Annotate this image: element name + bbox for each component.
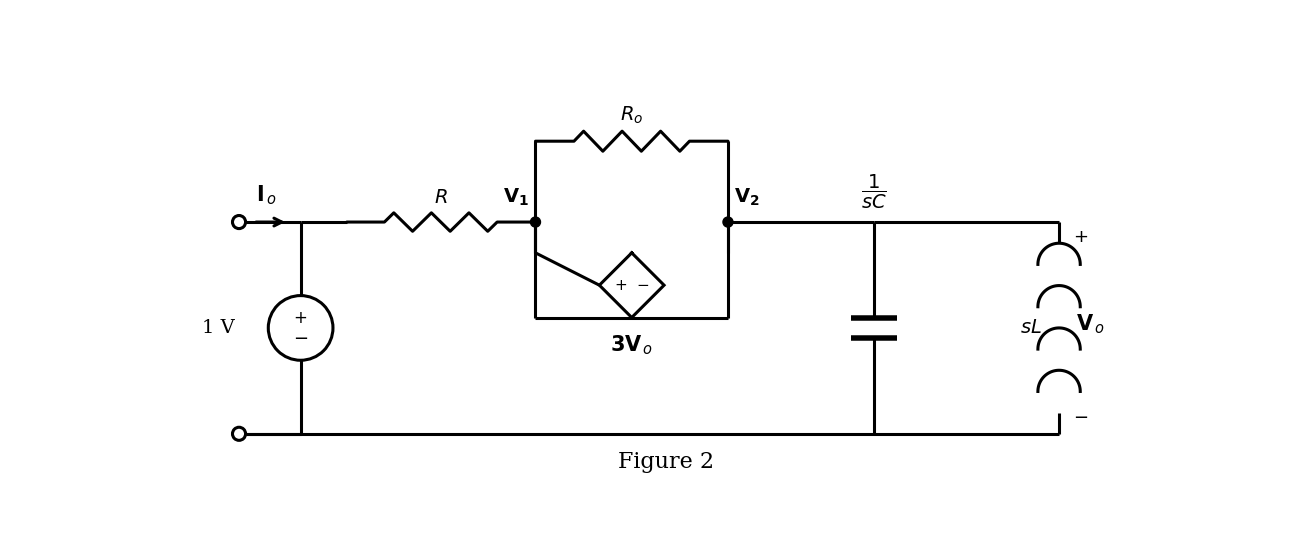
Text: Figure 2: Figure 2 [618, 452, 714, 473]
Circle shape [723, 217, 732, 227]
Text: $\mathbf{3V}_{\,o}$: $\mathbf{3V}_{\,o}$ [610, 333, 653, 356]
Text: −: − [1073, 409, 1088, 427]
Text: −: − [293, 331, 308, 348]
Text: $sL$: $sL$ [1020, 318, 1042, 338]
Text: $\mathbf{V}_{\,o}$: $\mathbf{V}_{\,o}$ [1076, 312, 1105, 336]
Text: $\mathbf{V}_{\mathbf{1}}$: $\mathbf{V}_{\mathbf{1}}$ [503, 187, 530, 208]
Text: −: − [636, 278, 649, 293]
Circle shape [531, 217, 540, 227]
Text: $R_o$: $R_o$ [621, 104, 644, 126]
Text: $\dfrac{1}{sC}$: $\dfrac{1}{sC}$ [861, 172, 887, 210]
Text: 1 V: 1 V [203, 319, 235, 337]
Text: $\mathbf{V}_{\mathbf{2}}$: $\mathbf{V}_{\mathbf{2}}$ [734, 187, 760, 208]
Text: +: + [614, 278, 627, 293]
Text: $R$: $R$ [435, 189, 448, 207]
Text: +: + [294, 309, 307, 327]
Text: $\mathbf{I}_{\,o}$: $\mathbf{I}_{\,o}$ [256, 183, 277, 207]
Text: +: + [1073, 228, 1088, 247]
